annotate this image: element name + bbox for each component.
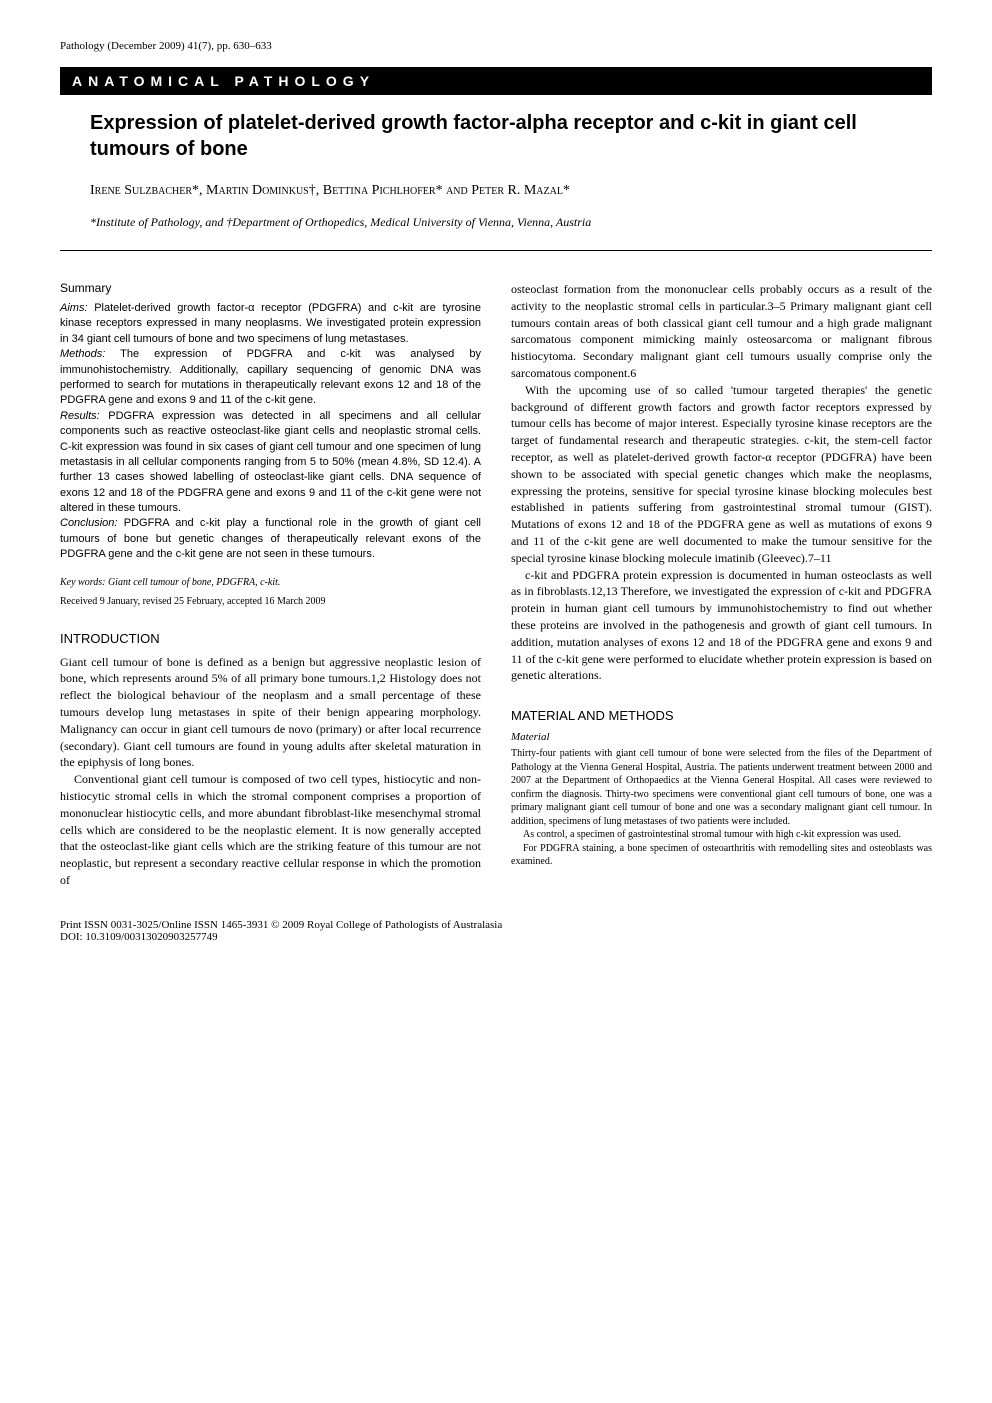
keywords: Key words: Giant cell tumour of bone, PD…	[60, 577, 481, 588]
left-column: Summary Aims: Platelet-derived growth fa…	[60, 281, 481, 889]
results-label: Results:	[60, 410, 100, 422]
material-subheading: Material	[511, 731, 932, 743]
intro-p4: With the upcoming use of so called 'tumo…	[511, 382, 932, 567]
journal-header: Pathology (December 2009) 41(7), pp. 630…	[60, 40, 932, 52]
conclusion-text: PDGFRA and c-kit play a functional role …	[60, 517, 481, 560]
introduction-body-left: Giant cell tumour of bone is defined as …	[60, 654, 481, 889]
authors-list: Irene Sulzbacher*, Martin Dominkus†, Bet…	[90, 180, 902, 201]
summary-body: Aims: Platelet-derived growth factor-α r…	[60, 301, 481, 563]
methods-text: The expression of PDGFRA and c-kit was a…	[60, 348, 481, 406]
category-banner: ANATOMICAL PATHOLOGY	[60, 67, 932, 95]
introduction-body-right: osteoclast formation from the mononuclea…	[511, 281, 932, 684]
materials-heading: MATERIAL AND METHODS	[511, 708, 932, 723]
header-divider	[60, 250, 932, 251]
issn-line: Print ISSN 0031-3025/Online ISSN 1465-39…	[60, 919, 932, 931]
materials-body: Thirty-four patients with giant cell tum…	[511, 747, 932, 869]
affiliation: *Institute of Pathology, and †Department…	[90, 215, 902, 230]
materials-p1: Thirty-four patients with giant cell tum…	[511, 747, 932, 828]
intro-p3: osteoclast formation from the mononuclea…	[511, 281, 932, 382]
introduction-heading: INTRODUCTION	[60, 631, 481, 646]
intro-p5: c-kit and PDGFRA protein expression is d…	[511, 567, 932, 685]
intro-p2: Conventional giant cell tumour is compos…	[60, 771, 481, 889]
results-text: PDGFRA expression was detected in all sp…	[60, 410, 481, 514]
right-column: osteoclast formation from the mononuclea…	[511, 281, 932, 889]
conclusion-label: Conclusion:	[60, 517, 117, 529]
aims-text: Platelet-derived growth factor-α recepto…	[60, 302, 481, 345]
summary-heading: Summary	[60, 281, 481, 295]
page-footer: Print ISSN 0031-3025/Online ISSN 1465-39…	[60, 919, 932, 943]
article-title: Expression of platelet-derived growth fa…	[90, 110, 902, 162]
materials-p2: As control, a specimen of gastrointestin…	[511, 828, 932, 842]
doi-line: DOI: 10.3109/00313020903257749	[60, 931, 932, 943]
aims-label: Aims:	[60, 302, 88, 314]
methods-label: Methods:	[60, 348, 105, 360]
received-dates: Received 9 January, revised 25 February,…	[60, 596, 481, 607]
intro-p1: Giant cell tumour of bone is defined as …	[60, 654, 481, 772]
two-column-layout: Summary Aims: Platelet-derived growth fa…	[60, 281, 932, 889]
materials-p3: For PDGFRA staining, a bone specimen of …	[511, 842, 932, 869]
